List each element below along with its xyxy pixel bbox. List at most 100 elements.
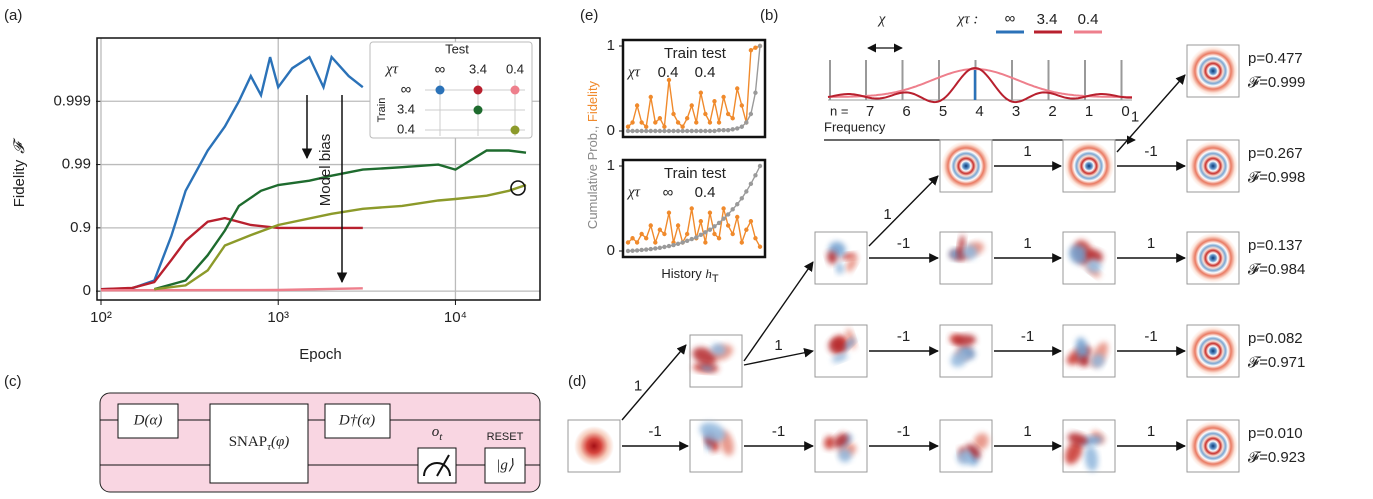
legend-value: 0.4 [1078, 11, 1099, 28]
edge-label: 1 [883, 206, 891, 223]
legend-dot [510, 125, 520, 135]
point [753, 90, 758, 95]
edge-label: 1 [1131, 108, 1139, 125]
panel-e: 0 1 Train test χτ 0.4 0.4 0 1 Train test χτ ∞ 0.4 [607, 37, 767, 259]
point [653, 240, 658, 245]
edge-label: 1 [1023, 235, 1031, 252]
y-label-prob: Cumulative Prob., [585, 122, 600, 229]
probability: p=0.267 [1248, 145, 1303, 162]
panel-a: 0 0.9 0.99 0.999 10² 10³ 10⁴ Epoch Fidelity 𝓕 [11, 37, 541, 363]
point [684, 116, 690, 121]
point [694, 128, 699, 134]
fidelity: 𝓕=0.998 [1248, 169, 1305, 186]
outcome-label: ot [432, 424, 444, 442]
point [666, 77, 672, 83]
point [634, 248, 640, 253]
point [648, 94, 653, 100]
wigner-blob [835, 262, 844, 275]
point [625, 248, 631, 254]
arrow [621, 344, 687, 421]
gate [324, 403, 391, 439]
point [666, 210, 672, 215]
plot-frame [621, 38, 767, 139]
x-axis-label: Epoch [299, 346, 342, 363]
point [689, 206, 694, 211]
train-value: 0.4 [658, 64, 679, 81]
point [725, 212, 731, 217]
gate-label: D(α) [133, 412, 163, 428]
point [639, 128, 644, 134]
point [675, 120, 681, 125]
legend-dot [435, 85, 445, 95]
point [703, 128, 708, 134]
gate [209, 403, 309, 484]
point [639, 231, 644, 237]
point [757, 163, 763, 169]
wigner-blob [831, 353, 848, 363]
point [739, 124, 744, 129]
legend-row: 3.4 [397, 101, 415, 116]
point [657, 128, 663, 134]
wigner-blob [846, 256, 857, 272]
wigner-rings [1188, 326, 1238, 376]
point [648, 128, 653, 134]
point [757, 244, 763, 249]
wigner-blob [574, 426, 614, 466]
wigner-blob [1075, 337, 1089, 362]
point [675, 241, 681, 247]
legend-col: 3.4 [469, 61, 487, 76]
arrow [868, 175, 939, 247]
edge-label: -1 [1144, 143, 1157, 160]
point [753, 173, 758, 178]
point [725, 223, 731, 228]
chitau: χτ : [956, 11, 979, 27]
point [712, 128, 717, 134]
x-symbol: h [705, 266, 712, 281]
legend-dot [510, 85, 520, 95]
point [739, 196, 744, 201]
legend-row: ∞ [401, 81, 412, 98]
point [739, 103, 744, 108]
wigner-image [939, 419, 993, 473]
point [625, 128, 631, 134]
point [721, 206, 726, 211]
wigner-blob [1084, 445, 1099, 472]
point [730, 231, 735, 237]
series-line [627, 45, 761, 130]
point [694, 235, 699, 240]
wigner-frame [814, 231, 868, 285]
point [748, 219, 754, 224]
point [735, 214, 740, 220]
edge-label: -1 [1021, 328, 1034, 345]
wigner-image [567, 419, 621, 473]
wigner-blob [846, 328, 856, 350]
wigner-frame [939, 324, 993, 378]
point [662, 244, 667, 250]
point [744, 227, 749, 232]
point [662, 128, 667, 134]
point [703, 240, 708, 245]
series-line [100, 216, 363, 291]
panel-label: (a) [4, 7, 22, 24]
gate-sub: τ [267, 441, 272, 453]
legend-symbol: χτ [384, 61, 399, 77]
point [648, 223, 653, 228]
wigner-blob [973, 433, 989, 451]
wigner-image [939, 231, 993, 285]
arrow [743, 347, 814, 366]
point [721, 216, 726, 221]
arrow [743, 261, 814, 362]
point [630, 128, 635, 134]
point [644, 236, 649, 241]
point [757, 43, 763, 49]
legend-value: ∞ [1005, 10, 1016, 27]
legend-dot [473, 105, 483, 115]
point [671, 128, 676, 134]
point [671, 242, 676, 248]
gate-name: SNAP [229, 434, 267, 450]
point [675, 128, 681, 134]
y-label: Fidelity [11, 159, 28, 207]
legend-symbol: χτ [626, 184, 641, 200]
point [625, 124, 631, 129]
point [639, 247, 644, 253]
